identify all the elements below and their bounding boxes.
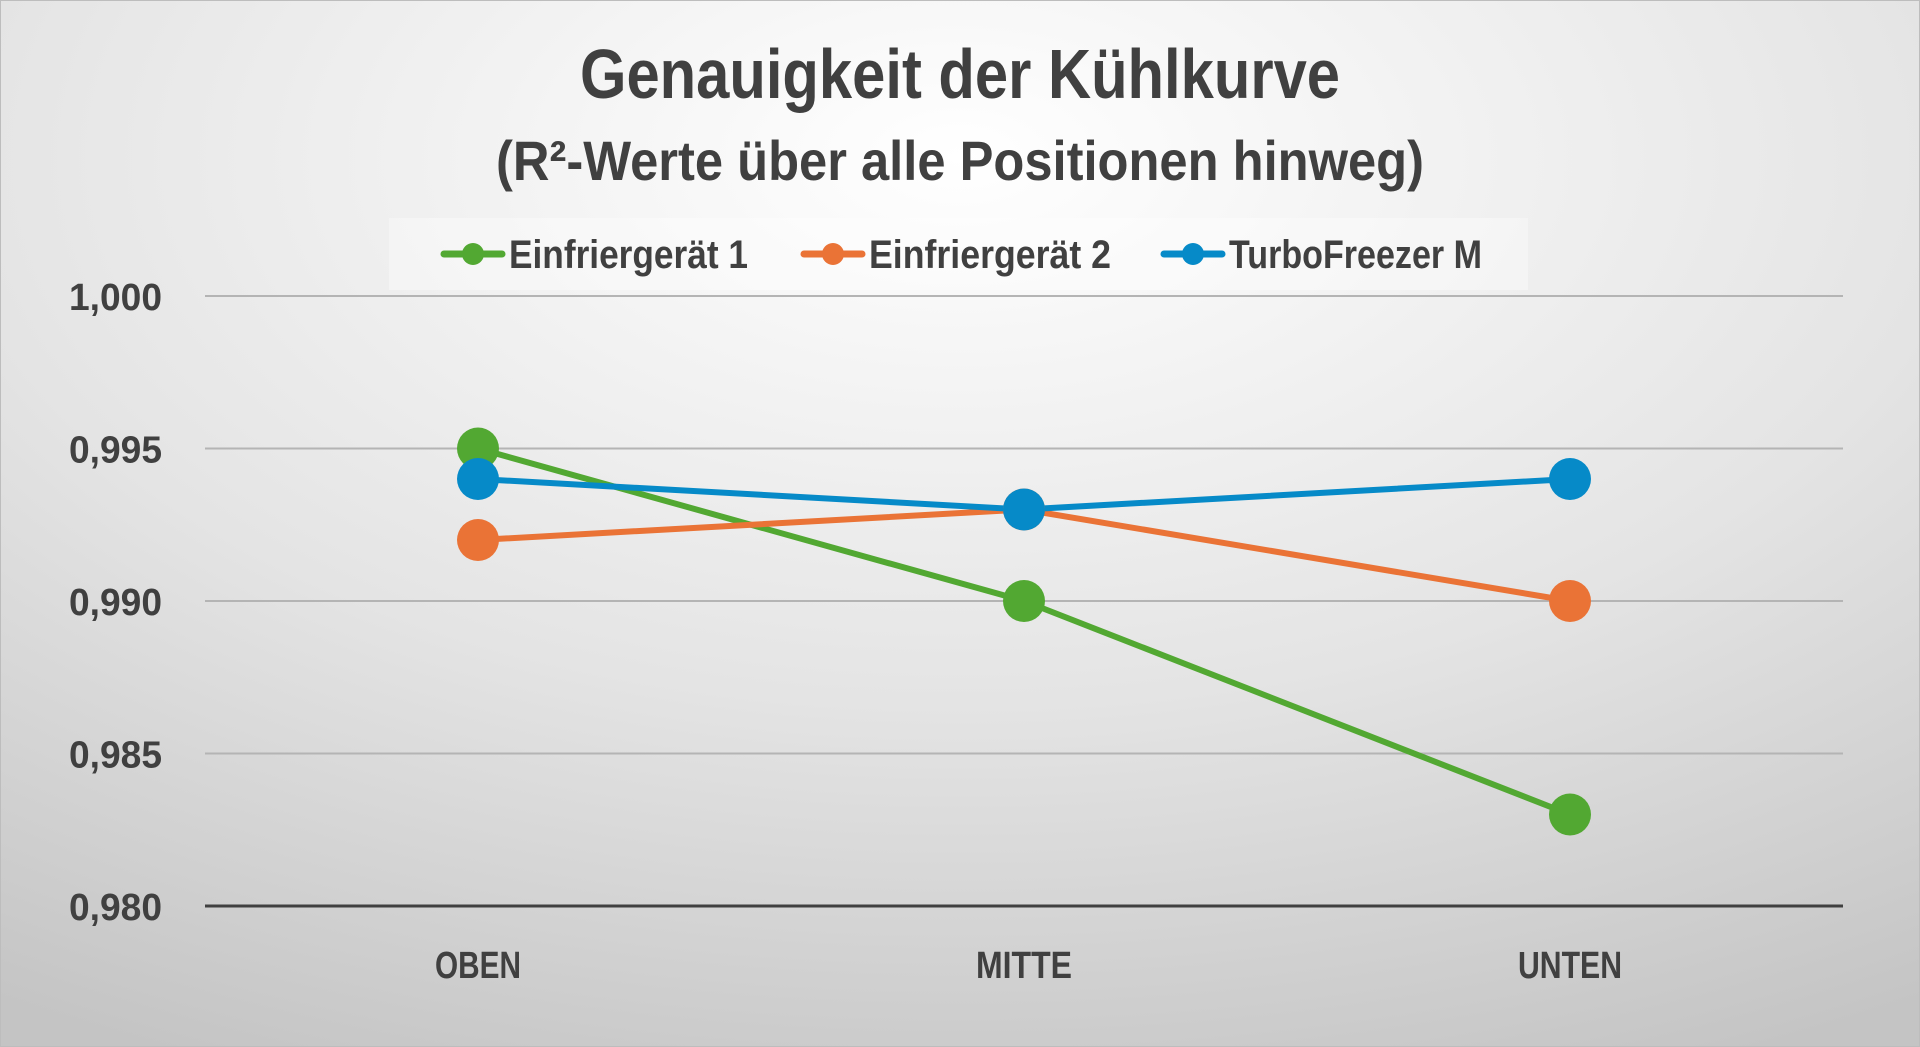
data-point <box>457 427 499 470</box>
data-point <box>1549 458 1591 500</box>
y-tick-label: 0,985 <box>69 735 162 777</box>
legend-label: Einfriergerät 1 <box>509 233 748 277</box>
y-tick-label: 0,995 <box>69 430 162 472</box>
x-tick-label: OBEN <box>435 945 521 987</box>
data-point <box>1549 793 1591 836</box>
y-tick-label: 0,980 <box>69 887 162 929</box>
legend-label: Einfriergerät 2 <box>869 233 1111 277</box>
chart-title: Genauigkeit der Kühlkurve <box>580 35 1340 113</box>
data-point <box>1549 580 1591 622</box>
y-tick-label: 1,000 <box>69 277 162 319</box>
chart-subtitle: (R²-Werte über alle Positionen hinweg) <box>496 129 1424 192</box>
legend-dot-marker <box>1182 243 1204 265</box>
x-tick-label: UNTEN <box>1518 945 1622 987</box>
legend-label: TurboFreezer M <box>1229 233 1482 277</box>
data-point <box>457 458 499 500</box>
legend-dot-marker <box>462 243 484 265</box>
data-point <box>457 519 499 561</box>
y-tick-label: 0,990 <box>69 582 162 624</box>
data-point <box>1003 488 1045 531</box>
x-tick-label: MITTE <box>976 945 1072 987</box>
legend-box <box>389 218 1528 290</box>
data-point <box>1003 580 1045 622</box>
legend-dot-marker <box>822 243 844 265</box>
